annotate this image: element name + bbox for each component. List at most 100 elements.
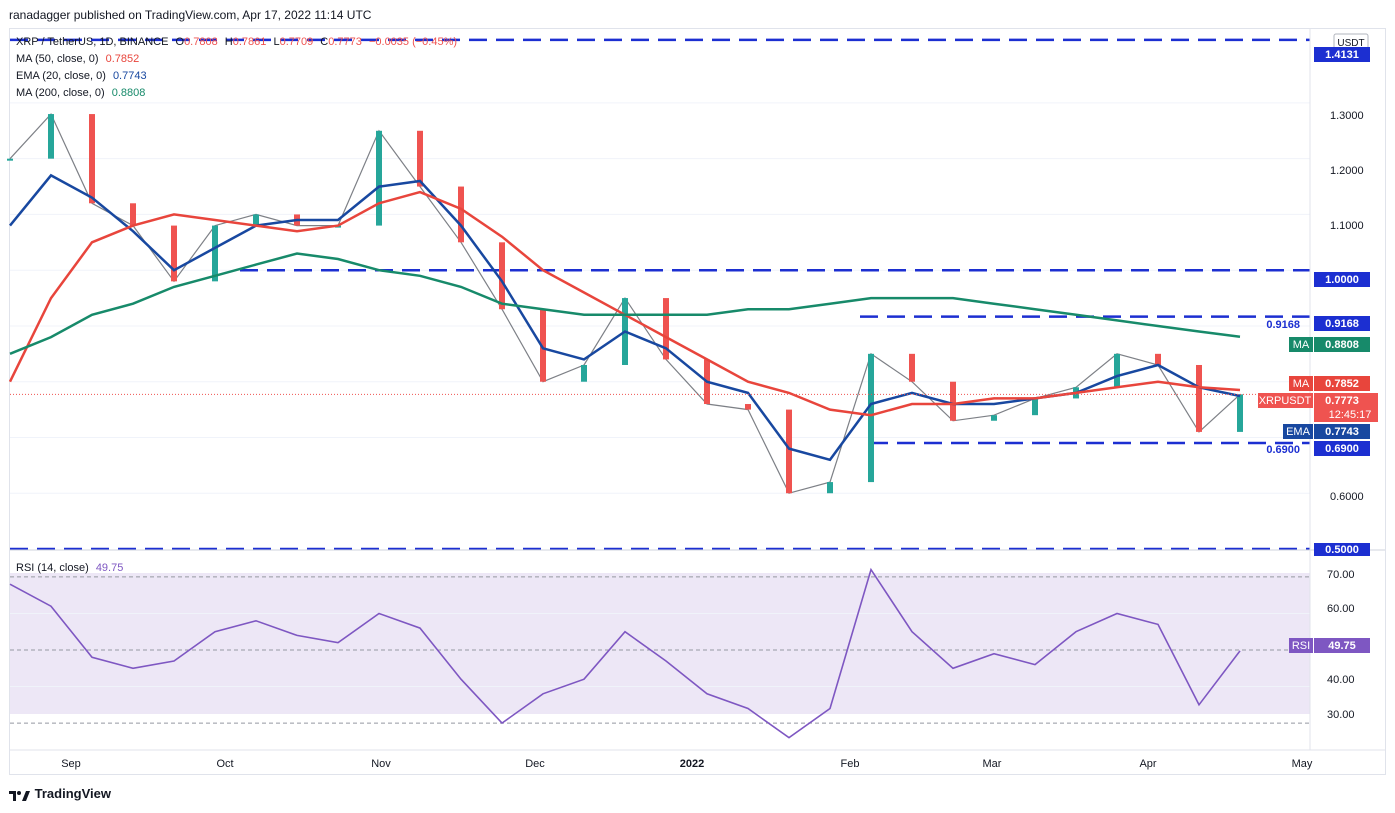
footer-brand[interactable]: TradingView — [9, 786, 111, 801]
time-label: May — [1292, 758, 1313, 770]
level-label-1-4131: 1.4131 — [1325, 49, 1359, 61]
ma50-badge-title: MA — [1293, 378, 1310, 390]
level-label-0-5000: 0.5000 — [1325, 544, 1359, 556]
price-tick: 1.1000 — [1330, 220, 1364, 232]
time-label: 2022 — [680, 758, 704, 770]
candle-body — [458, 186, 464, 243]
time-axis[interactable]: Sep Oct Nov Dec 2022 Feb Mar Apr May — [61, 758, 1313, 770]
candle-body — [1155, 353, 1161, 365]
rsi-layer — [9, 567, 1241, 739]
unit-label: USDT — [1337, 38, 1364, 49]
grid — [10, 102, 1310, 724]
level-label-1-0000: 1.0000 — [1325, 274, 1359, 286]
level-annotation-0-6900: 0.6900 — [1266, 444, 1300, 456]
rsi-tick: 70.00 — [1327, 569, 1355, 581]
ma50-badge-value: 0.7852 — [1325, 378, 1359, 390]
level-label-0-9168: 0.9168 — [1325, 318, 1359, 330]
candle-body — [130, 203, 136, 226]
legend-c-label: C — [320, 36, 329, 48]
rsi-badge: RSI 49.75 — [1289, 638, 1370, 653]
candle-body — [745, 404, 751, 410]
level-annotation-0-9168: 0.9168 — [1266, 319, 1300, 331]
candle-body — [499, 242, 505, 310]
candle-body — [89, 114, 95, 204]
chart-frame[interactable] — [9, 28, 1386, 775]
legend-ma200[interactable]: MA (200, close, 0) 0.8808 — [16, 86, 149, 100]
ma200-badge-title: MA — [1293, 339, 1310, 351]
candle-body — [786, 409, 792, 494]
level-labels: 1.4131 1.0000 0.9168 0.6900 0.5000 — [1314, 47, 1370, 556]
legend-ma200-value: 0.8808 — [111, 87, 146, 99]
legend-ema20-value: 0.7743 — [112, 70, 147, 82]
legend-ema20[interactable]: EMA (20, close, 0) 0.7743 — [16, 69, 151, 83]
ema-badge-value: 0.7743 — [1325, 426, 1359, 438]
candle-body — [212, 225, 218, 282]
candle-body — [909, 353, 915, 382]
legend-rsi-label: RSI (14, close) — [16, 562, 89, 574]
ema-badge: EMA 0.7743 — [1283, 424, 1370, 439]
ma200-line — [9, 252, 1241, 355]
tradingview-logo-icon — [9, 790, 30, 801]
time-label: Apr — [1139, 758, 1156, 770]
rsi-band — [10, 573, 1310, 714]
time-label: Nov — [371, 758, 391, 770]
legend-o-label: O — [175, 36, 185, 48]
candle-body — [1114, 353, 1120, 388]
legend-main[interactable]: XRP / TetherUS, 1D, BINANCE O0.7808 H0.7… — [16, 35, 461, 49]
rsi-axis[interactable]: 70.00 60.00 40.00 30.00 — [1327, 569, 1355, 721]
time-label: Feb — [841, 758, 860, 770]
candle-body — [1032, 398, 1038, 416]
ma200-badge: MA 0.8808 — [1289, 337, 1370, 352]
rsi-tick: 40.00 — [1327, 674, 1355, 686]
levels-layer — [10, 38, 1310, 551]
symbol-badge-value: 0.7773 — [1325, 395, 1359, 407]
candle-body — [540, 309, 546, 382]
rsi-tick: 60.00 — [1327, 603, 1355, 615]
price-axis[interactable]: 1.3000 1.2000 1.1000 0.6000 — [1330, 110, 1364, 503]
symbol-badge-title: XRPUSDT — [1259, 395, 1312, 407]
candle-body — [663, 298, 669, 360]
legend-h: 0.7861 — [232, 36, 267, 48]
legend-l: 0.7709 — [279, 36, 314, 48]
candle-body — [253, 214, 259, 226]
rsi-tick: 30.00 — [1327, 709, 1355, 721]
legend-ma50-label: MA (50, close, 0) — [16, 53, 99, 65]
ma200-badge-value: 0.8808 — [1325, 339, 1359, 351]
rsi-badge-value: 49.75 — [1328, 640, 1356, 652]
candle-body — [1196, 364, 1202, 432]
legend-rsi-value: 49.75 — [95, 562, 124, 574]
level-label-0-6900: 0.6900 — [1325, 443, 1359, 455]
ema-badge-title: EMA — [1286, 426, 1311, 438]
legend-symbol: XRP / TetherUS, 1D, BINANCE — [16, 36, 169, 48]
candle-body — [48, 114, 54, 159]
footer-brand-text: TradingView — [34, 786, 111, 801]
candle-body — [171, 225, 177, 282]
legend-rsi[interactable]: RSI (14, close) 49.75 — [16, 561, 127, 575]
legend-ma50[interactable]: MA (50, close, 0) 0.7852 — [16, 52, 143, 66]
price-tick: 0.6000 — [1330, 491, 1364, 503]
candle-body — [991, 415, 997, 421]
publisher-text: ranadagger published on TradingView.com,… — [9, 8, 372, 22]
rsi-line — [9, 567, 1241, 739]
candle-body — [827, 482, 833, 494]
legend-o: 0.7808 — [184, 36, 218, 48]
ma50-badge: MA 0.7852 — [1289, 376, 1370, 391]
legend-ema20-label: EMA (20, close, 0) — [16, 70, 106, 82]
time-label: Mar — [983, 758, 1002, 770]
legend-change: −0.0035 (−0.45%) — [368, 36, 458, 48]
price-tick: 1.3000 — [1330, 110, 1364, 122]
in-chart-labels: 0.9168 0.6900 — [1266, 319, 1300, 456]
candle-body — [868, 353, 874, 483]
legend-h-label: H — [224, 36, 233, 48]
symbol-badge-countdown: 12:45:17 — [1329, 409, 1372, 421]
candle-body — [1237, 394, 1243, 432]
legend-l-label: L — [273, 36, 280, 48]
candle-body — [417, 130, 423, 187]
legend-ma200-label: MA (200, close, 0) — [16, 87, 105, 99]
candle-body — [950, 381, 956, 421]
candle-body — [581, 364, 587, 382]
symbol-badge: XRPUSDT 0.7773 12:45:17 — [1258, 393, 1378, 422]
top-bar: ranadagger published on TradingView.com,… — [0, 0, 1395, 28]
price-tick: 1.2000 — [1330, 165, 1364, 177]
